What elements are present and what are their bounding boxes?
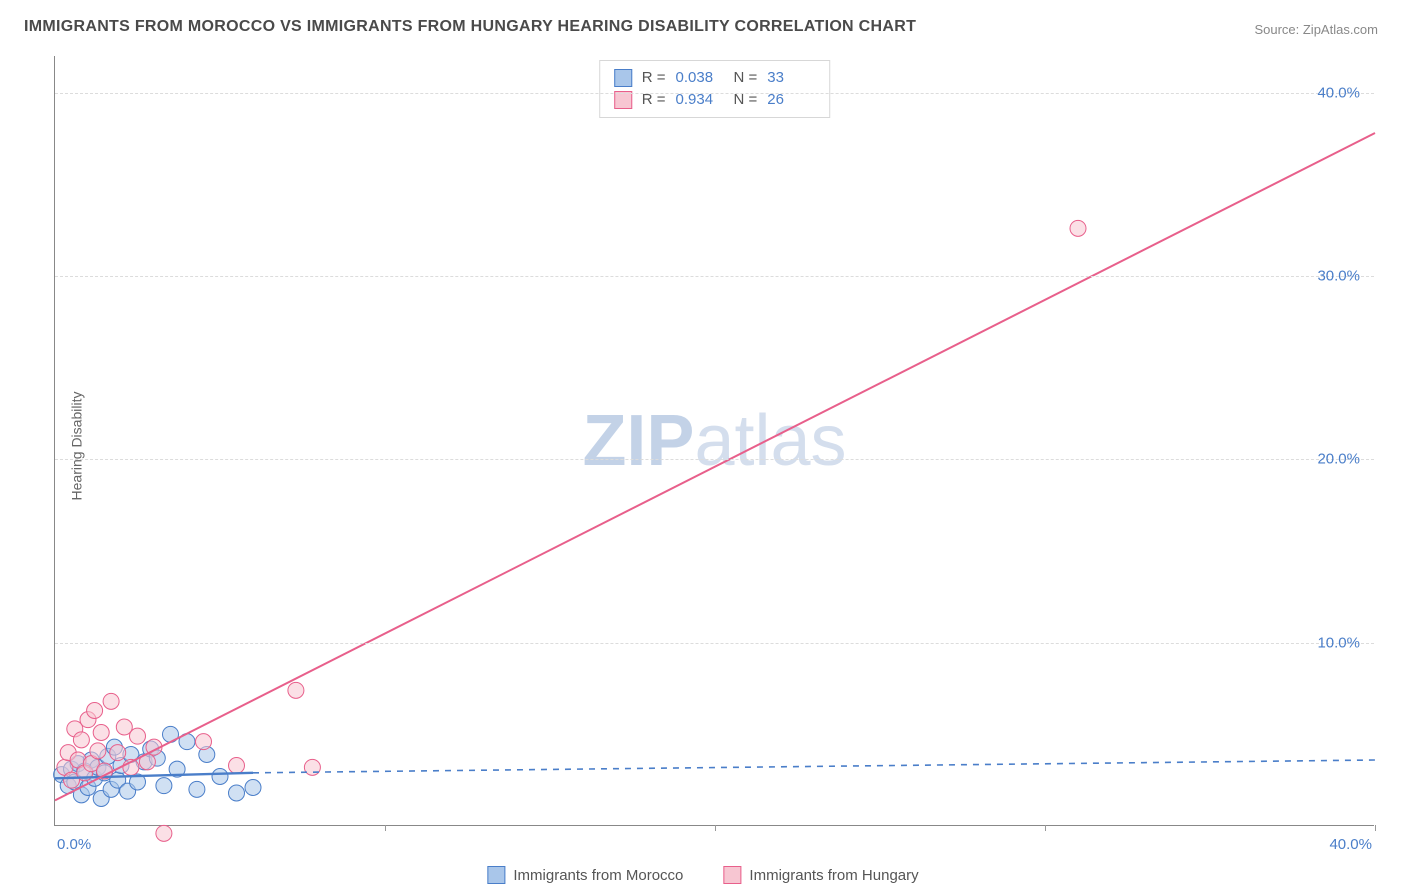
legend-swatch — [487, 866, 505, 884]
scatter-point — [156, 778, 172, 794]
scatter-point — [196, 734, 212, 750]
scatter-point — [1070, 220, 1086, 236]
stats-row: R = 0.038 N = 33 — [614, 67, 816, 89]
stat-n-value: 33 — [767, 67, 815, 89]
scatter-point — [103, 693, 119, 709]
x-tick — [385, 825, 386, 831]
chart-title: IMMIGRANTS FROM MOROCCO VS IMMIGRANTS FR… — [24, 18, 916, 36]
scatter-point — [189, 781, 205, 797]
plot-area: ZIPatlas R =0.038N =33R =0.934N =26 10.0… — [54, 56, 1374, 826]
scatter-point — [229, 785, 245, 801]
x-tick — [715, 825, 716, 831]
legend-label: Immigrants from Morocco — [513, 867, 683, 884]
legend-swatch — [614, 91, 632, 109]
stats-legend: R =0.038N =33R =0.934N =26 — [599, 60, 831, 118]
gridline-h — [55, 459, 1374, 460]
scatter-point — [87, 703, 103, 719]
gridline-h — [55, 93, 1374, 94]
y-tick-label: 20.0% — [1317, 451, 1360, 468]
gridline-h — [55, 643, 1374, 644]
trend-line — [55, 133, 1375, 800]
gridline-h — [55, 276, 1374, 277]
trend-line-dashed — [253, 760, 1375, 773]
y-tick-label: 30.0% — [1317, 268, 1360, 285]
x-tick — [1045, 825, 1046, 831]
stat-r-value: 0.038 — [676, 67, 724, 89]
legend-item: Immigrants from Hungary — [723, 866, 918, 884]
scatter-point — [212, 769, 228, 785]
scatter-point — [156, 825, 172, 841]
x-tick-label: 0.0% — [57, 836, 91, 853]
y-tick-label: 10.0% — [1317, 634, 1360, 651]
source-link[interactable]: ZipAtlas.com — [1303, 22, 1378, 37]
y-tick-label: 40.0% — [1317, 84, 1360, 101]
scatter-point — [245, 780, 261, 796]
legend-item: Immigrants from Morocco — [487, 866, 683, 884]
scatter-point — [90, 743, 106, 759]
source-prefix: Source: — [1254, 22, 1302, 37]
scatter-point — [229, 758, 245, 774]
scatter-point — [73, 732, 89, 748]
source-attr: Source: ZipAtlas.com — [1254, 22, 1378, 37]
legend-swatch — [723, 866, 741, 884]
scatter-point — [288, 682, 304, 698]
stat-r-label: R = — [642, 67, 666, 89]
plot-svg — [55, 56, 1374, 825]
x-tick — [1375, 825, 1376, 831]
x-tick-label: 40.0% — [1329, 836, 1372, 853]
scatter-point — [110, 745, 126, 761]
stat-n-label: N = — [734, 67, 758, 89]
legend-swatch — [614, 69, 632, 87]
scatter-point — [130, 728, 146, 744]
bottom-legend: Immigrants from Morocco Immigrants from H… — [487, 866, 918, 884]
legend-label: Immigrants from Hungary — [749, 867, 918, 884]
scatter-point — [93, 725, 109, 741]
